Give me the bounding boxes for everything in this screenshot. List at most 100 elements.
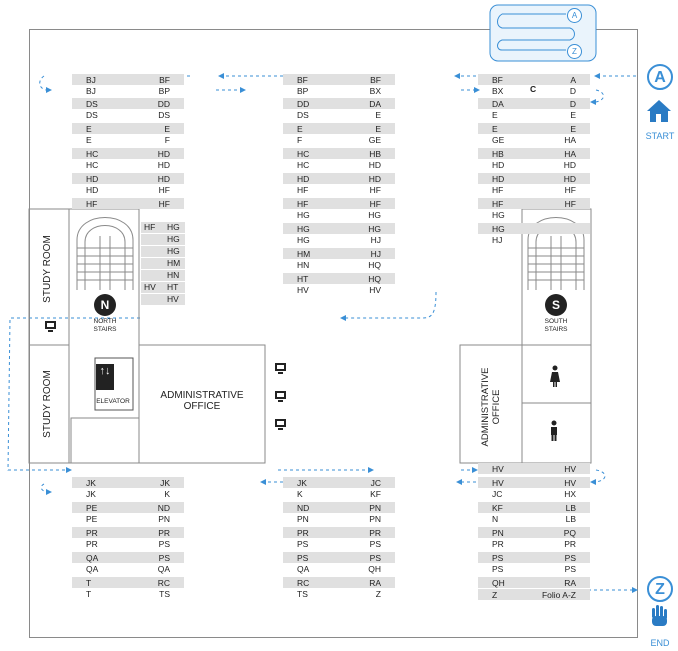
- shelf-call-number: T: [86, 578, 92, 588]
- shelf-call-number: LB: [565, 503, 576, 513]
- end-badge: Z: [647, 576, 673, 602]
- shelf-call-number: HF: [297, 185, 309, 195]
- start-badge: A: [647, 64, 673, 90]
- shelf-bar: [283, 223, 395, 234]
- shelf-call-number: PS: [564, 553, 576, 563]
- shelf-bar: [283, 527, 395, 538]
- shelf-row: HN: [141, 270, 185, 281]
- shelf-bar: [478, 223, 590, 234]
- shelf-call-number: HD: [157, 149, 170, 159]
- shelf-row: HG HG HG HJ: [283, 223, 395, 247]
- shelf-call-number: HJ: [492, 235, 503, 245]
- shelf-bar: [283, 577, 395, 588]
- shelf-call-number: BJ: [86, 86, 96, 96]
- shelf-row: KF LB N LB: [478, 502, 590, 526]
- shelf-call-number: HC: [297, 149, 310, 159]
- shelf-call-number: HG: [297, 210, 310, 220]
- shelf-call-number: E: [492, 124, 498, 134]
- shelf-call-number: PR: [564, 539, 576, 549]
- shelf-row: HM HJ HN HQ: [283, 248, 395, 272]
- shelf-call-number: HG: [492, 210, 505, 220]
- shelf-call-number: PN: [297, 514, 309, 524]
- shelf-row: Z Folio A-Z: [478, 589, 590, 613]
- shelf-bar: [72, 148, 184, 159]
- shelf-call-number: DS: [158, 110, 170, 120]
- shelf-call-number: HM: [297, 249, 311, 259]
- shelf-call-number: PN: [369, 514, 381, 524]
- shelf-call-number: PQ: [563, 528, 576, 538]
- shelf-call-number: HM: [167, 258, 181, 268]
- shelf-call-number: PE: [86, 514, 98, 524]
- shelf-call-number: Z: [492, 590, 498, 600]
- north-stairs-badge: N: [94, 294, 116, 316]
- shelf-call-number: ND: [297, 503, 310, 513]
- shelf-call-number: GE: [368, 135, 381, 145]
- shelf-bar: [478, 173, 590, 184]
- shelf-call-number: HD: [157, 174, 170, 184]
- shelf-call-number: PS: [492, 553, 504, 563]
- shelf-call-number: BF: [297, 75, 308, 85]
- shelf-row: DS DD DS DS: [72, 98, 184, 122]
- shelf-call-number: E: [86, 124, 92, 134]
- shelf-bar: [283, 502, 395, 513]
- shelf-call-number: N: [492, 514, 499, 524]
- shelf-call-number: HX: [564, 489, 576, 499]
- shelf-call-number: D: [569, 86, 576, 96]
- shelf-call-number: PS: [492, 564, 504, 574]
- start-label: START: [645, 131, 675, 141]
- shelf-bar: [478, 98, 590, 109]
- shelf-call-number: E: [375, 124, 381, 134]
- elevator-arrows-icon: ↑↓: [99, 365, 111, 377]
- shelf-call-number: BP: [297, 86, 309, 96]
- shelf-row: HD HD HF HF: [478, 173, 590, 197]
- shelf-call-number: PS: [158, 539, 170, 549]
- shelf-row: E E GE HA: [478, 123, 590, 147]
- shelf-call-number: HA: [564, 135, 576, 145]
- shelf-marker-c: C: [530, 84, 537, 94]
- shelf-call-number: E: [86, 135, 92, 145]
- shelf-call-number: PS: [564, 564, 576, 574]
- shelf-row: HC HB HC HD: [283, 148, 395, 172]
- shelf-call-number: HN: [297, 260, 310, 270]
- shelf-call-number: PR: [492, 539, 504, 549]
- shelf-bar: [478, 552, 590, 563]
- shelf-call-number: HD: [563, 174, 576, 184]
- shelf-call-number: KF: [492, 503, 503, 513]
- shelf-call-number: HV: [297, 285, 309, 295]
- shelf-call-number: QA: [157, 564, 170, 574]
- shelf-row: HV HT: [141, 282, 185, 293]
- shelf-call-number: HF: [158, 199, 170, 209]
- shelf-bar: [283, 248, 395, 259]
- shelf-call-number: JC: [492, 489, 503, 499]
- shelf-call-number: HG: [297, 235, 310, 245]
- shelf-call-number: HV: [492, 478, 504, 488]
- shelf-bar: [72, 502, 184, 513]
- shelf-call-number: RA: [369, 578, 381, 588]
- shelf-call-number: F: [164, 135, 170, 145]
- shelf-row: HF HF HG HG: [283, 198, 395, 222]
- shelf-row: ND PN PN PN: [283, 502, 395, 526]
- shelf-call-number: HF: [369, 185, 381, 195]
- study-room-bottom-label: STUDY ROOM: [42, 370, 53, 438]
- shelf-call-number: HV: [564, 478, 576, 488]
- shelf-row: PS PS PS PS: [478, 552, 590, 576]
- shelf-call-number: HT: [297, 274, 309, 284]
- shelf-bar: [72, 123, 184, 134]
- shelf-call-number: BX: [369, 86, 381, 96]
- shelf-call-number: Folio A-Z: [541, 590, 576, 600]
- shelf-call-number: HF: [369, 199, 381, 209]
- shelf-call-number: HT: [167, 282, 179, 292]
- elevator-label: ELEVATOR: [96, 398, 130, 405]
- shelf-call-number: PR: [369, 528, 381, 538]
- admin-office-right-label: ADMINISTRATIVE OFFICE: [480, 367, 502, 447]
- shelf-row: HG: [141, 234, 185, 245]
- shelf-call-number: HF: [492, 185, 504, 195]
- shelf-call-number: HV: [167, 294, 179, 304]
- shelf-row: DA D E E: [478, 98, 590, 122]
- shelf-call-number: QA: [86, 553, 99, 563]
- shelf-bar: [478, 589, 590, 600]
- south-stairs-badge: S: [545, 294, 567, 316]
- shelf-row: HV: [141, 294, 185, 305]
- shelf-call-number: E: [492, 110, 498, 120]
